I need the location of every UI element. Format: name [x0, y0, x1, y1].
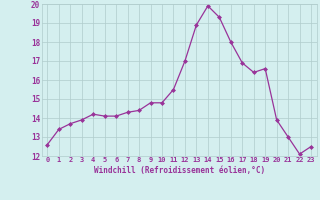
X-axis label: Windchill (Refroidissement éolien,°C): Windchill (Refroidissement éolien,°C) [94, 166, 265, 175]
